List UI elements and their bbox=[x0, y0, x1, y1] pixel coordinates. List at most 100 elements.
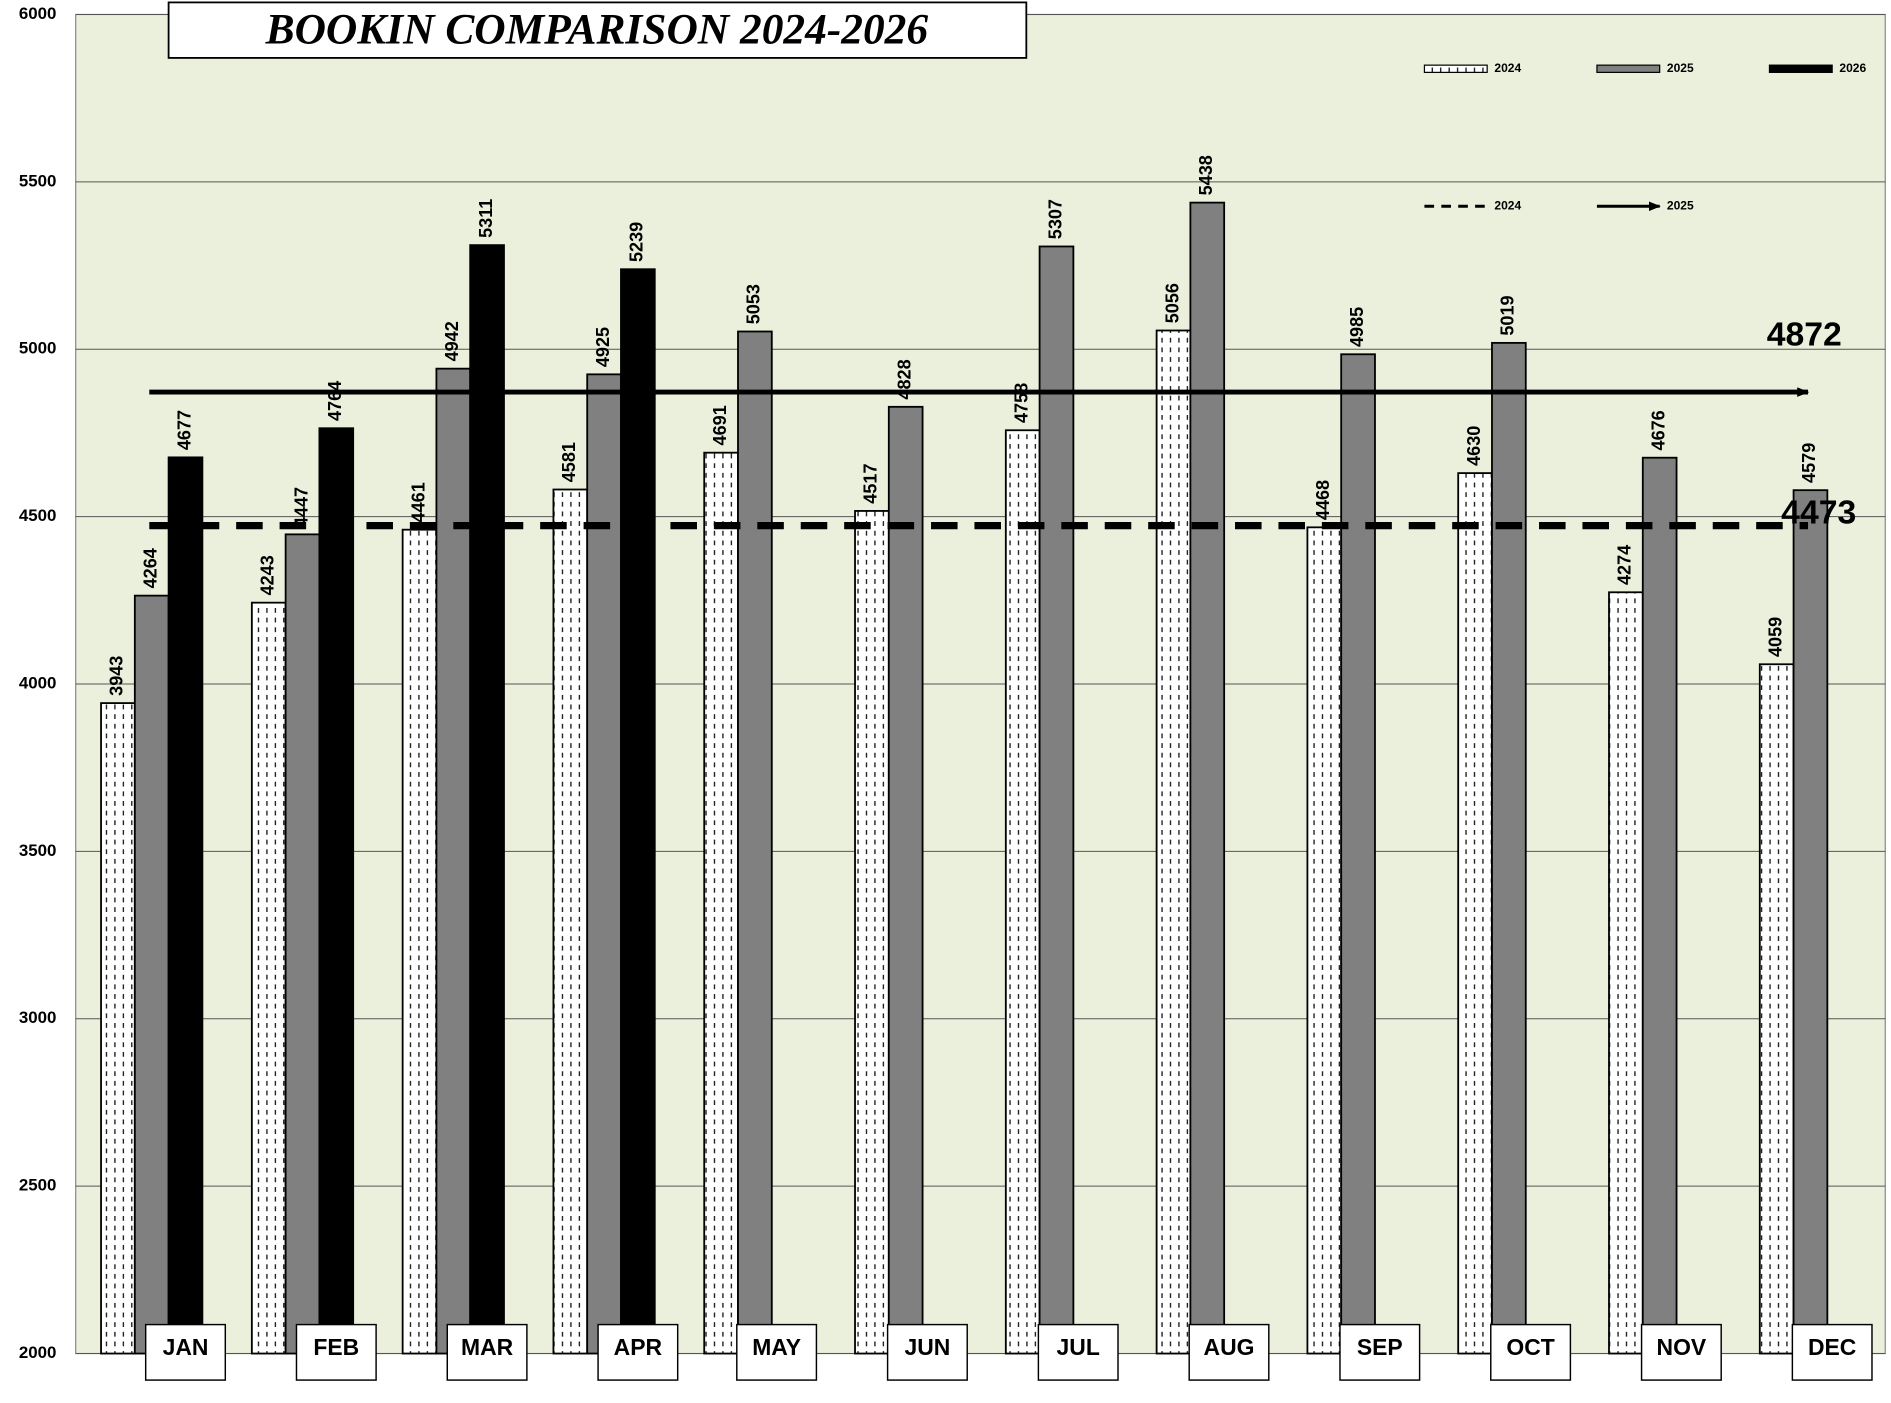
data-label: 4243 bbox=[258, 555, 278, 595]
legend-swatch bbox=[1423, 64, 1488, 73]
bar bbox=[1758, 663, 1795, 1355]
y-tick-label: 6000 bbox=[19, 4, 57, 23]
y-tick-label: 2500 bbox=[19, 1176, 57, 1195]
data-label: 5056 bbox=[1162, 283, 1182, 323]
data-label: 4517 bbox=[861, 463, 881, 503]
category-box-frame bbox=[1791, 1323, 1873, 1381]
category-box: OCT bbox=[1490, 1323, 1572, 1381]
legend-swatch bbox=[1596, 64, 1661, 73]
y-tick-label: 3000 bbox=[19, 1008, 57, 1027]
y-tick-label: 5000 bbox=[19, 339, 57, 358]
bar bbox=[250, 601, 287, 1355]
bar bbox=[1340, 353, 1376, 1355]
y-tick-label: 3500 bbox=[19, 841, 57, 860]
bar bbox=[887, 405, 924, 1355]
x-tick-label: SEP bbox=[1357, 1334, 1403, 1360]
category-box: JAN bbox=[144, 1323, 227, 1381]
x-tick-label: JUL bbox=[1057, 1334, 1100, 1360]
data-label: 4985 bbox=[1347, 307, 1367, 347]
data-label: 5307 bbox=[1045, 199, 1065, 239]
x-tick-label: OCT bbox=[1506, 1334, 1554, 1360]
bar bbox=[586, 373, 622, 1355]
bar bbox=[620, 268, 656, 1355]
bar bbox=[133, 594, 170, 1355]
data-label: 4264 bbox=[140, 548, 160, 588]
data-label: 5019 bbox=[1498, 295, 1518, 335]
data-label: 4758 bbox=[1011, 383, 1031, 423]
bar bbox=[1306, 526, 1343, 1355]
y-tick-label: 2000 bbox=[19, 1343, 57, 1362]
legend-label: 2024 bbox=[1494, 198, 1521, 212]
category-box: NOV bbox=[1640, 1323, 1722, 1381]
category-box-frame bbox=[736, 1323, 818, 1381]
data-label: 5239 bbox=[627, 222, 647, 262]
data-label: 4468 bbox=[1313, 480, 1333, 520]
category-box: APR bbox=[597, 1323, 679, 1381]
bar bbox=[401, 528, 438, 1355]
bar bbox=[854, 510, 890, 1355]
data-label: 4059 bbox=[1765, 617, 1785, 657]
title-box bbox=[167, 1, 1028, 59]
category-box-frame bbox=[1339, 1323, 1421, 1381]
y-tick-label: 5500 bbox=[19, 171, 57, 190]
bar bbox=[100, 702, 136, 1355]
data-label: 5311 bbox=[476, 199, 496, 238]
bar bbox=[1608, 591, 1644, 1355]
bar bbox=[1491, 341, 1527, 1355]
data-label: 4274 bbox=[1615, 545, 1635, 585]
legend-label: 2025 bbox=[1667, 61, 1694, 75]
data-label: 4447 bbox=[291, 487, 311, 527]
category-box-frame bbox=[1188, 1323, 1270, 1381]
reference-label: 4473 bbox=[1781, 494, 1856, 532]
legend-swatch bbox=[1768, 64, 1833, 73]
x-tick-label: APR bbox=[614, 1334, 663, 1360]
data-label: 4828 bbox=[894, 359, 914, 399]
reference-label: 4872 bbox=[1767, 316, 1842, 354]
bar bbox=[1457, 472, 1493, 1355]
category-box: FEB bbox=[295, 1323, 377, 1381]
bar bbox=[1155, 329, 1192, 1355]
category-box: MAR bbox=[446, 1323, 528, 1381]
data-label: 4691 bbox=[710, 405, 730, 445]
x-tick-label: AUG bbox=[1204, 1334, 1255, 1360]
category-box-frame bbox=[1037, 1323, 1119, 1381]
x-tick-label: MAY bbox=[752, 1334, 801, 1360]
legend-label: 2024 bbox=[1494, 61, 1521, 75]
data-label: 3943 bbox=[107, 656, 127, 696]
x-tick-label: MAR bbox=[461, 1334, 514, 1360]
data-label: 4677 bbox=[174, 410, 194, 450]
category-box: MAY bbox=[736, 1323, 818, 1381]
category-box: DEC bbox=[1791, 1323, 1873, 1381]
bar bbox=[167, 456, 204, 1355]
x-tick-label: DEC bbox=[1808, 1334, 1856, 1360]
x-tick-label: JAN bbox=[163, 1334, 209, 1360]
category-box: SEP bbox=[1339, 1323, 1421, 1381]
bar bbox=[1004, 429, 1041, 1355]
data-label: 4630 bbox=[1464, 426, 1484, 466]
bar bbox=[435, 367, 472, 1355]
bar bbox=[1792, 489, 1829, 1355]
bar bbox=[284, 533, 321, 1355]
category-box: JUN bbox=[886, 1323, 968, 1381]
legend-label: 2025 bbox=[1667, 198, 1694, 212]
bar bbox=[1038, 245, 1075, 1355]
chart-title: BOOKIN COMPARISON 2024-2026 bbox=[265, 6, 929, 54]
y-tick-label: 4000 bbox=[19, 673, 57, 692]
category-box-frame bbox=[446, 1323, 528, 1381]
category-box-frame bbox=[295, 1323, 377, 1381]
category-box-frame bbox=[1490, 1323, 1572, 1381]
bar bbox=[703, 451, 739, 1355]
data-label: 4676 bbox=[1648, 410, 1668, 450]
bar bbox=[737, 330, 773, 1355]
data-label: 5438 bbox=[1196, 155, 1216, 195]
y-tick-label: 4500 bbox=[19, 506, 57, 525]
legend-label: 2026 bbox=[1839, 61, 1866, 75]
data-label: 4579 bbox=[1799, 443, 1819, 483]
bar bbox=[318, 427, 355, 1355]
x-tick-label: NOV bbox=[1657, 1334, 1707, 1360]
data-label: 4925 bbox=[593, 327, 613, 367]
category-box: JUL bbox=[1037, 1323, 1119, 1381]
category-box: AUG bbox=[1188, 1323, 1270, 1381]
